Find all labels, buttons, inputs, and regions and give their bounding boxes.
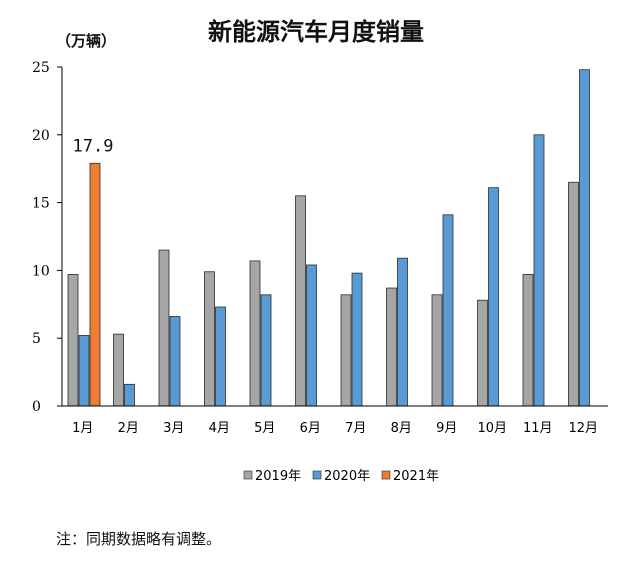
bar-2020年-12月	[579, 69, 590, 407]
bar-2019年-2月	[113, 333, 124, 407]
x-category-label: 1月	[72, 421, 93, 436]
legend-swatch-2021年	[381, 470, 391, 480]
data-label-2021-jan: 17.9	[73, 136, 114, 156]
bar-2019年-5月	[249, 260, 261, 407]
bar-2019年-7月	[340, 294, 352, 407]
x-category-label: 4月	[209, 421, 230, 436]
bar-2020年-1月	[78, 335, 90, 407]
x-category-label: 8月	[391, 421, 412, 436]
legend-label: 2019年	[255, 469, 301, 484]
y-tick-label: 15	[32, 196, 50, 212]
footnote: 注：同期数据略有调整。	[56, 530, 222, 548]
bar-2019年-9月	[431, 294, 443, 407]
bar-2019年-6月	[295, 195, 306, 407]
chart: 新能源汽车月度销量 （万辆） 0 5 10 15 20 25 1月 2月 3月 4月 5月 6月 7月 8…	[32, 18, 608, 484]
x-category-label: 12月	[568, 421, 598, 436]
y-axis-unit: （万辆）	[56, 32, 116, 50]
bar-2020年-4月	[215, 306, 226, 407]
x-category-label: 11月	[523, 421, 553, 436]
legend: 2019年 2020年 2021年	[243, 469, 439, 484]
legend-label: 2021年	[393, 469, 439, 484]
chart-title: 新能源汽车月度销量	[208, 18, 424, 46]
bar-2019年-12月	[568, 181, 579, 407]
bar-2020年-6月	[306, 264, 317, 407]
y-tick-label: 10	[32, 263, 50, 279]
x-category-label: 2月	[118, 421, 139, 436]
bar-2019年-10月	[477, 299, 488, 407]
bar-2021年-1月	[89, 162, 101, 407]
bar-2020年-5月	[260, 294, 272, 407]
x-category-label: 10月	[477, 421, 507, 436]
bar-2020年-10月	[488, 187, 499, 407]
x-category-label: 5月	[254, 421, 275, 436]
bar-2019年-4月	[204, 271, 215, 407]
x-category-label: 9月	[436, 421, 457, 436]
legend-swatch-2020年	[312, 470, 322, 480]
bar-2019年-11月	[522, 274, 534, 407]
y-tick-label: 20	[32, 128, 50, 144]
bar-2020年-7月	[351, 272, 363, 407]
x-category-label: 6月	[300, 421, 321, 436]
y-tick-label: 5	[32, 331, 41, 347]
x-category-label: 7月	[345, 421, 366, 436]
bar-2020年-3月	[169, 316, 181, 407]
bar-2019年-8月	[386, 287, 397, 407]
bar-2020年-11月	[533, 134, 545, 407]
y-tick-label: 0	[32, 399, 41, 415]
y-tick-label: 25	[32, 60, 50, 76]
bar-2020年-8月	[397, 257, 408, 407]
legend-label: 2020年	[324, 469, 370, 484]
bar-2019年-1月	[67, 274, 79, 407]
bar-2020年-9月	[442, 214, 454, 407]
x-category-label: 3月	[163, 421, 184, 436]
plot-area: 0 5 10 15 20 25 1月 2月 3月 4月 5月 6月 7月 8月 9月 10月 11月 12月 17.…	[32, 60, 608, 436]
bar-2020年-2月	[124, 383, 135, 407]
bar-2019年-3月	[158, 249, 170, 407]
legend-swatch-2019年	[243, 470, 253, 480]
